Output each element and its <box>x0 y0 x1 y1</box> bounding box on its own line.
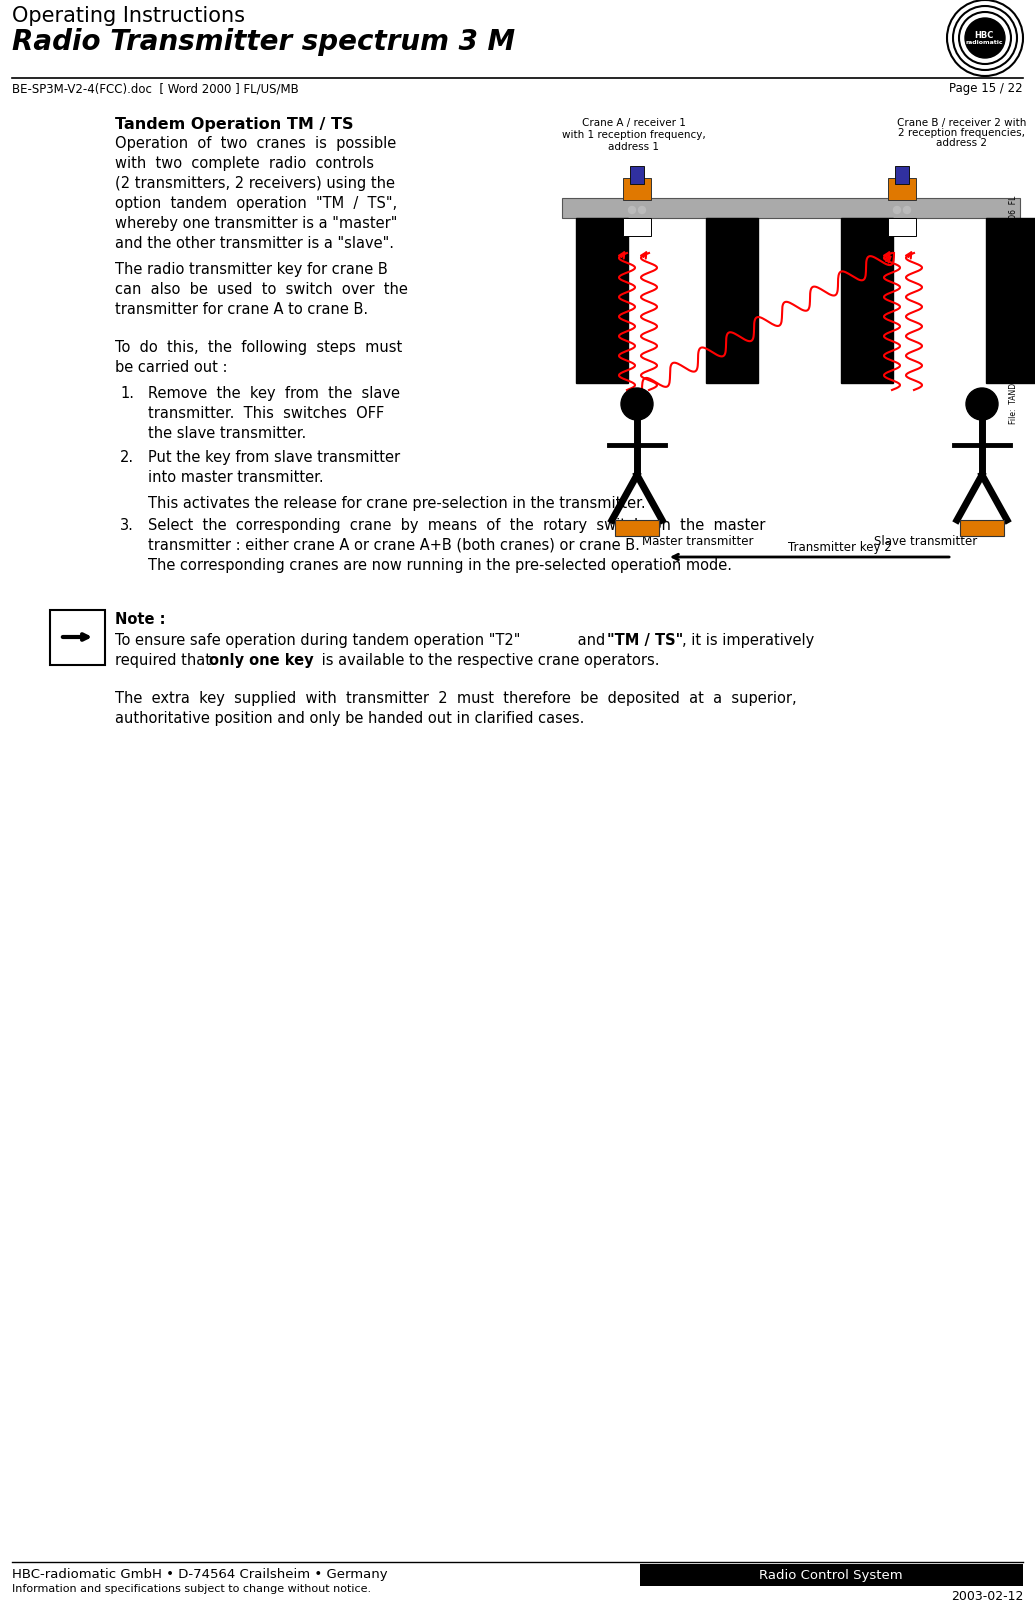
Text: transmitter : either crane A or crane A+B (both cranes) or crane B.: transmitter : either crane A or crane A+… <box>148 537 640 553</box>
Bar <box>960 520 1004 536</box>
Text: required that: required that <box>115 653 215 667</box>
Bar <box>615 520 659 536</box>
Text: Slave transmitter: Slave transmitter <box>874 536 977 549</box>
Text: HBC: HBC <box>974 30 994 40</box>
Text: Transmitter key 2: Transmitter key 2 <box>788 541 891 553</box>
Text: be carried out :: be carried out : <box>115 359 228 375</box>
Bar <box>895 165 909 184</box>
Text: Radio Transmitter spectrum 3 M: Radio Transmitter spectrum 3 M <box>12 27 515 56</box>
Text: option  tandem  operation  "TM  /  TS",: option tandem operation "TM / TS", <box>115 196 397 212</box>
Text: "TM / TS": "TM / TS" <box>607 634 683 648</box>
Text: , it is imperatively: , it is imperatively <box>682 634 815 648</box>
Text: address 1: address 1 <box>609 143 659 152</box>
Text: with  two  complete  radio  controls: with two complete radio controls <box>115 156 374 172</box>
Text: transmitter for crane A to crane B.: transmitter for crane A to crane B. <box>115 302 368 318</box>
Bar <box>841 218 893 383</box>
Text: HBC-radiomatic GmbH • D-74564 Crailsheim • Germany: HBC-radiomatic GmbH • D-74564 Crailsheim… <box>12 1569 388 1582</box>
Circle shape <box>904 207 911 213</box>
Text: Tandem Operation TM / TS: Tandem Operation TM / TS <box>115 117 354 132</box>
Bar <box>630 165 644 184</box>
Circle shape <box>628 207 635 213</box>
Text: (2 transmitters, 2 receivers) using the: (2 transmitters, 2 receivers) using the <box>115 176 395 191</box>
Text: Information and specifications subject to change without notice.: Information and specifications subject t… <box>12 1585 372 1594</box>
Text: and the other transmitter is a "slave".: and the other transmitter is a "slave". <box>115 236 394 250</box>
Text: Put the key from slave transmitter: Put the key from slave transmitter <box>148 451 401 465</box>
Text: BE-SP3M-V2-4(FCC).doc  [ Word 2000 ] FL/US/MB: BE-SP3M-V2-4(FCC).doc [ Word 2000 ] FL/U… <box>12 82 299 95</box>
Bar <box>986 218 1035 383</box>
Text: whereby one transmitter is a "master": whereby one transmitter is a "master" <box>115 217 397 231</box>
Text: Operating Instructions: Operating Instructions <box>12 6 245 26</box>
Text: Note :: Note : <box>115 613 166 627</box>
Circle shape <box>621 388 653 420</box>
Bar <box>623 218 651 236</box>
Bar <box>888 178 916 200</box>
Text: authoritative position and only be handed out in clarified cases.: authoritative position and only be hande… <box>115 711 585 727</box>
Circle shape <box>639 207 646 213</box>
Text: address 2: address 2 <box>937 138 987 148</box>
Circle shape <box>893 207 900 213</box>
Bar <box>706 218 758 383</box>
Text: Page 15 / 22: Page 15 / 22 <box>949 82 1023 95</box>
Circle shape <box>966 388 998 420</box>
Text: radiomatic: radiomatic <box>966 40 1003 45</box>
Bar <box>562 197 1021 218</box>
Bar <box>576 218 628 383</box>
Text: transmitter.  This  switches  OFF: transmitter. This switches OFF <box>148 406 384 420</box>
Text: only one key: only one key <box>209 653 314 667</box>
Text: 3.: 3. <box>120 518 134 533</box>
Bar <box>623 178 651 200</box>
Text: 2 reception frequencies,: 2 reception frequencies, <box>898 128 1026 138</box>
Text: Operation  of  two  cranes  is  possible: Operation of two cranes is possible <box>115 136 396 151</box>
Text: The radio transmitter key for crane B: The radio transmitter key for crane B <box>115 261 388 277</box>
Text: The corresponding cranes are now running in the pre-selected operation mode.: The corresponding cranes are now running… <box>148 558 732 573</box>
Text: Select  the  corresponding  crane  by  means  of  the  rotary  switch  on  the  : Select the corresponding crane by means … <box>148 518 765 533</box>
Text: is available to the respective crane operators.: is available to the respective crane ope… <box>317 653 659 667</box>
Text: with 1 reception frequency,: with 1 reception frequency, <box>562 130 706 140</box>
Text: and: and <box>573 634 610 648</box>
Bar <box>50 610 105 666</box>
Text: File:  TANDEM_TM_SP.CDR [ CorelDraw 8.0 ]  2000-11-06  FL: File: TANDEM_TM_SP.CDR [ CorelDraw 8.0 ]… <box>1008 196 1017 423</box>
Text: To  do  this,  the  following  steps  must: To do this, the following steps must <box>115 340 403 354</box>
Text: Remove  the  key  from  the  slave: Remove the key from the slave <box>148 387 400 401</box>
Circle shape <box>965 18 1005 58</box>
Text: Crane B / receiver 2 with: Crane B / receiver 2 with <box>897 119 1027 128</box>
Bar <box>888 218 916 236</box>
Text: Radio Control System: Radio Control System <box>760 1569 903 1582</box>
Bar <box>640 1564 1023 1586</box>
Text: into master transmitter.: into master transmitter. <box>148 470 324 484</box>
Text: 2003-02-12: 2003-02-12 <box>950 1590 1023 1602</box>
Text: Master transmitter: Master transmitter <box>642 536 753 549</box>
Text: To ensure safe operation during tandem operation "T2": To ensure safe operation during tandem o… <box>115 634 521 648</box>
Text: can  also  be  used  to  switch  over  the: can also be used to switch over the <box>115 282 408 297</box>
Text: This activates the release for crane pre-selection in the transmitter.: This activates the release for crane pre… <box>148 496 646 512</box>
Text: the slave transmitter.: the slave transmitter. <box>148 427 306 441</box>
Text: Crane A / receiver 1: Crane A / receiver 1 <box>582 119 686 128</box>
Text: 2.: 2. <box>120 451 135 465</box>
Text: 1.: 1. <box>120 387 134 401</box>
Text: The  extra  key  supplied  with  transmitter  2  must  therefore  be  deposited : The extra key supplied with transmitter … <box>115 691 797 706</box>
